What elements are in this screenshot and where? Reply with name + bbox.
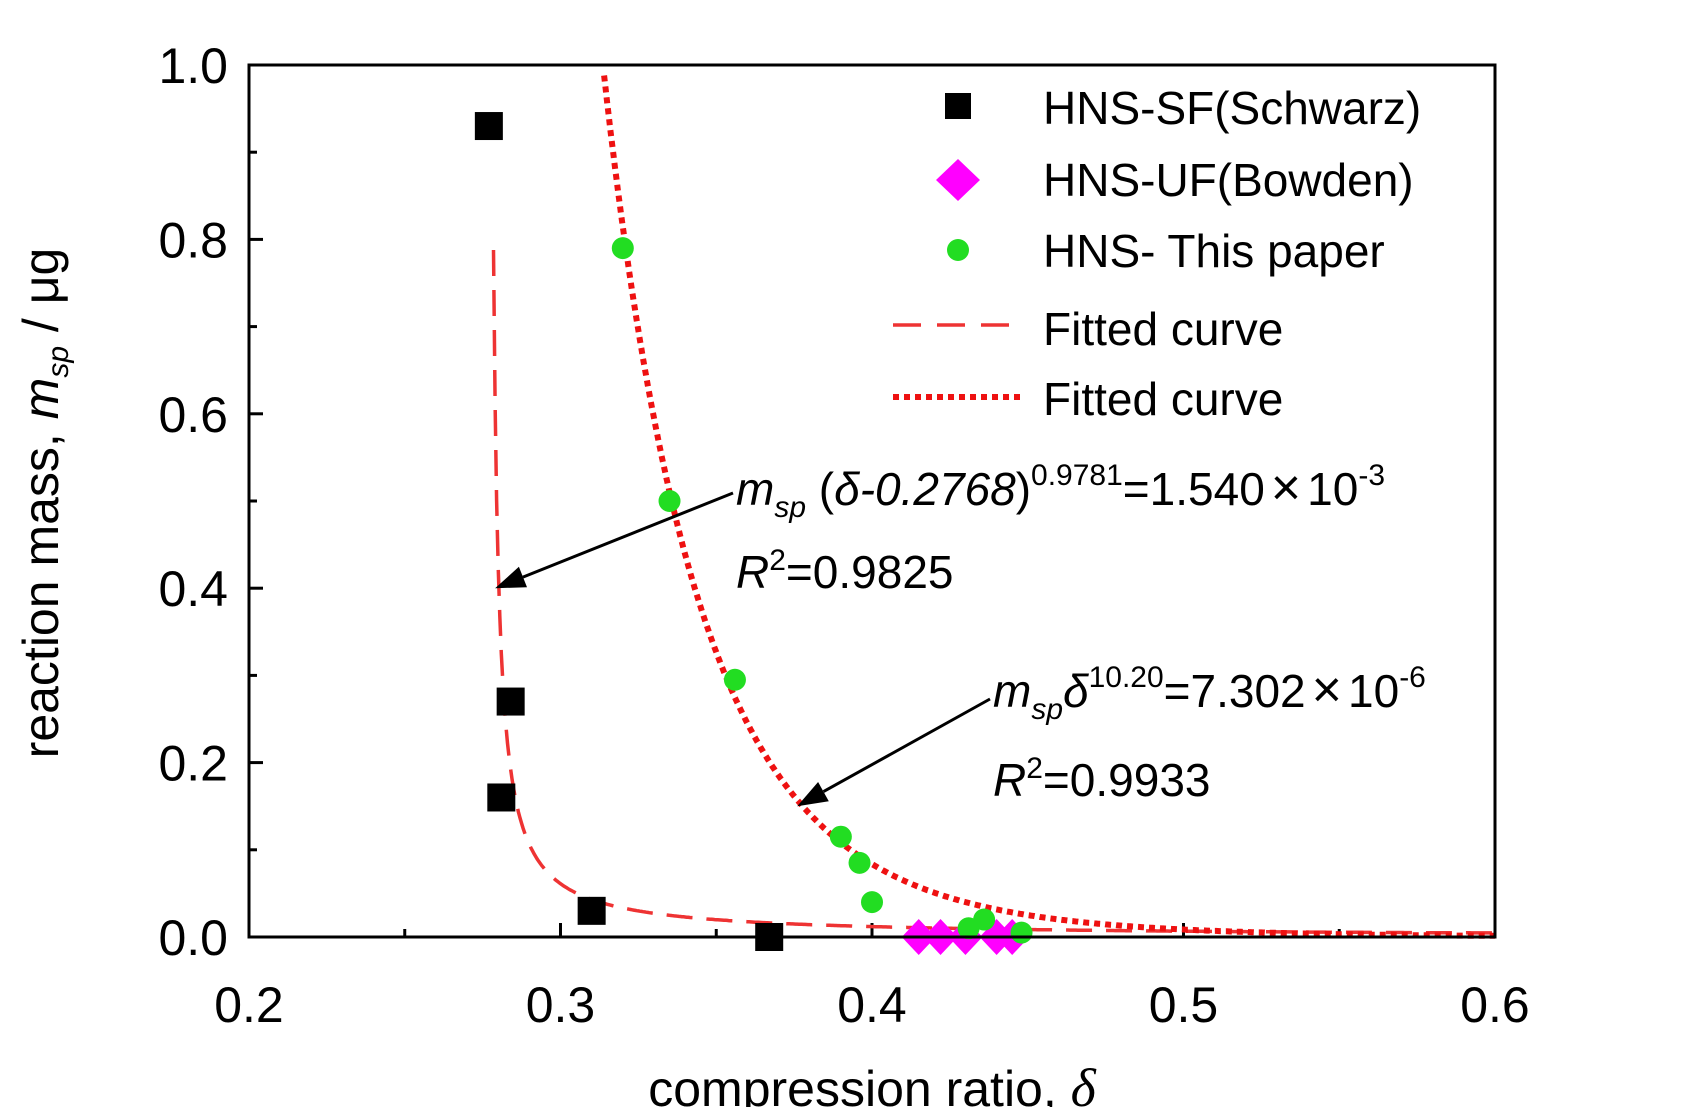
data-markers	[474, 112, 1033, 955]
x-axis-title: compression ratio, δ	[648, 1058, 1096, 1107]
data-point-circle	[611, 237, 634, 260]
y-tick-label: 0.6	[158, 387, 228, 443]
data-point-circle	[723, 668, 746, 691]
legend-entry-fitted-dashed: Fitted curve	[893, 303, 1283, 355]
data-point-square	[577, 896, 606, 925]
x-tick-label: 0.4	[837, 977, 907, 1033]
y-tick-label: 0.4	[158, 561, 228, 617]
y-tick-label: 0.0	[158, 910, 228, 966]
data-point-square	[474, 112, 503, 141]
legend-circle-marker	[947, 239, 969, 261]
x-tick-label: 0.3	[526, 977, 596, 1033]
arrow-2-head	[797, 782, 829, 807]
legend-entry-hns-sf: HNS-SF(Schwarz)	[945, 82, 1421, 134]
tick-labels: 0.2 0.3 0.4 0.5 0.6 0.0 0.2 0.4 0.6 0.8 1.0	[158, 38, 1529, 1033]
legend-entry-hns-uf: HNS-UF(Bowden)	[936, 154, 1414, 206]
data-point-circle	[957, 917, 980, 940]
legend-square-marker	[945, 93, 971, 119]
plot-frame	[247, 63, 1497, 939]
y-axis-title: reaction mass, msp / μg	[13, 248, 75, 759]
legend-diamond-marker	[936, 159, 980, 201]
legend-entry-fitted-dotted: Fitted curve	[893, 373, 1283, 425]
equation-annotation-2: mspδ10.20=7.302 × 10-6 R2=0.9933	[797, 661, 1426, 807]
arrow-1-shaft	[522, 491, 734, 579]
data-point-circle	[1010, 921, 1033, 944]
arrow-1-head	[495, 566, 527, 589]
data-point-square	[496, 687, 525, 716]
equation-1-r-squared: R2=0.9825	[736, 544, 953, 598]
y-tick-label: 0.2	[158, 736, 228, 792]
arrow-2-shaft	[822, 697, 991, 793]
data-point-circle	[861, 891, 883, 914]
data-point-square	[487, 783, 516, 812]
data-point-circle	[829, 825, 852, 848]
equation-2-r-squared: R2=0.9933	[993, 752, 1210, 806]
legend-label-hns-uf: HNS-UF(Bowden)	[1043, 154, 1414, 206]
data-point-circle	[658, 490, 681, 512]
legend-label-fitted-dotted: Fitted curve	[1043, 373, 1283, 425]
equation-1-text: msp (δ-0.2768)0.9781=1.540 × 10-3	[736, 459, 1385, 524]
equation-2-text: mspδ10.20=7.302 × 10-6	[993, 661, 1426, 726]
y-tick-label: 0.8	[158, 212, 228, 268]
data-point-circle	[848, 851, 871, 874]
x-tick-label: 0.6	[1460, 977, 1530, 1033]
legend-label-hns-this-paper: HNS- This paper	[1043, 225, 1385, 277]
y-tick-label: 1.0	[158, 38, 228, 94]
legend: HNS-SF(Schwarz) HNS-UF(Bowden) HNS- This…	[893, 82, 1421, 425]
x-tick-label: 0.2	[214, 977, 284, 1033]
equation-annotation-1: msp (δ-0.2768)0.9781=1.540 × 10-3 R2=0.982…	[495, 459, 1385, 598]
x-tick-label: 0.5	[1149, 977, 1219, 1033]
legend-label-hns-sf: HNS-SF(Schwarz)	[1043, 82, 1421, 134]
legend-entry-hns-this-paper: HNS- This paper	[947, 225, 1385, 277]
legend-label-fitted-dashed: Fitted curve	[1043, 303, 1283, 355]
